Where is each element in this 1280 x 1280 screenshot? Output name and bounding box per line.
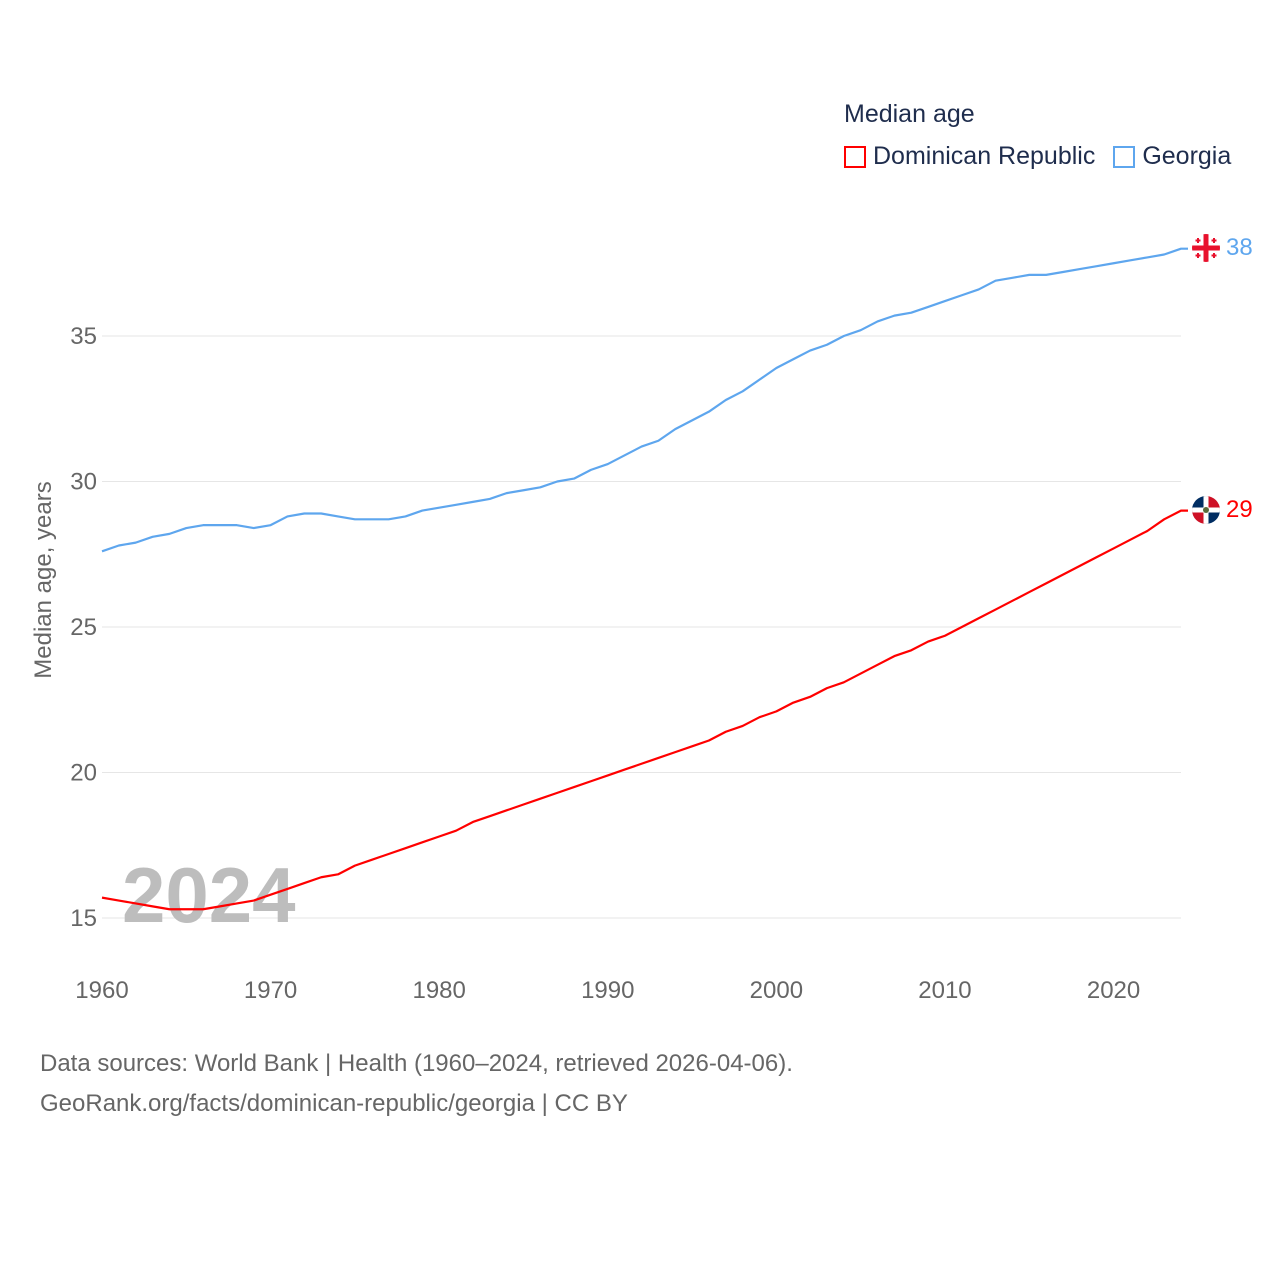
data-source-text: Data sources: World Bank | Health (1960–… bbox=[40, 1050, 793, 1077]
dominican-republic-flag-icon bbox=[1192, 496, 1220, 524]
x-tick-label: 1970 bbox=[244, 977, 297, 1004]
legend-title: Median age bbox=[844, 100, 975, 128]
y-tick-label: 35 bbox=[70, 323, 97, 350]
x-tick-label: 2020 bbox=[1087, 977, 1140, 1004]
y-axis-label: Median age, years bbox=[30, 481, 57, 678]
legend-swatch bbox=[1113, 145, 1136, 168]
y-tick-label: 20 bbox=[70, 760, 97, 787]
source-link[interactable]: GeoRank.org/facts/dominican-republic/geo… bbox=[40, 1090, 628, 1117]
y-tick-label: 25 bbox=[70, 614, 97, 641]
footer: Data sources: World Bank | Health (1960–… bbox=[40, 1044, 793, 1124]
legend: Dominican Republic Georgia bbox=[844, 142, 1249, 171]
end-label-georgia: 38 bbox=[1226, 234, 1253, 261]
x-tick-label: 1980 bbox=[412, 977, 465, 1004]
y-tick-label: 15 bbox=[70, 905, 97, 932]
legend-swatch bbox=[844, 145, 866, 168]
legend-item-georgia[interactable]: Georgia bbox=[1113, 142, 1231, 171]
x-tick-label: 2000 bbox=[750, 977, 803, 1004]
x-tick-label: 1960 bbox=[75, 977, 128, 1004]
end-label-dominican-republic: 29 bbox=[1226, 496, 1253, 523]
legend-label: Georgia bbox=[1142, 142, 1232, 170]
x-tick-label: 1990 bbox=[581, 977, 634, 1004]
series-line-dominican-republic[interactable] bbox=[101, 509, 1188, 911]
series-line-georgia[interactable] bbox=[101, 247, 1188, 553]
georgia-flag-icon bbox=[1192, 234, 1220, 262]
legend-item-dominican-republic[interactable]: Dominican Republic bbox=[844, 142, 1095, 171]
y-tick-label: 30 bbox=[70, 469, 97, 496]
x-tick-label: 2010 bbox=[918, 977, 971, 1004]
legend-label: Dominican Republic bbox=[873, 142, 1096, 170]
